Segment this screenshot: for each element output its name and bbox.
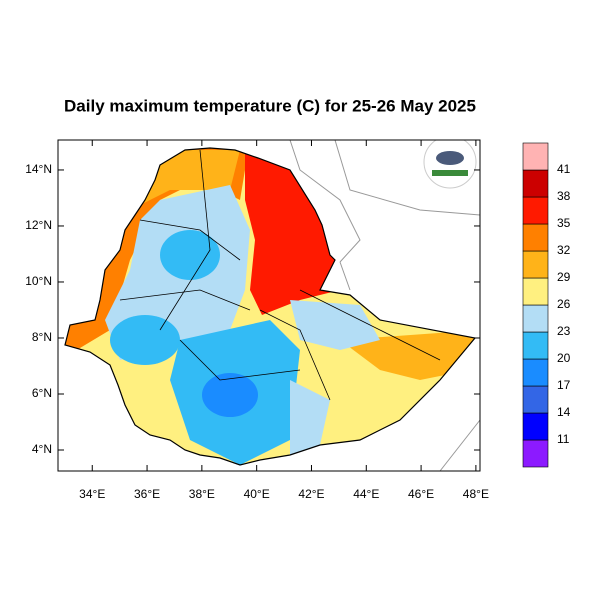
country-border — [64, 147, 477, 466]
colorbar-box — [522, 385, 549, 414]
colorbar-label: 38 — [557, 189, 571, 203]
field-23c — [290, 380, 330, 455]
colorbar-box — [522, 331, 549, 360]
y-tick-label: 10°N — [25, 274, 52, 288]
x-tick-label: 48°E — [463, 487, 489, 501]
field-20b — [110, 315, 180, 365]
x-tick-label: 44°E — [353, 487, 379, 501]
admin-borders — [119, 149, 441, 401]
x-tick-label: 36°E — [134, 487, 160, 501]
colorbar-label: 23 — [557, 324, 571, 338]
field-20 — [160, 230, 220, 280]
logo-ground — [432, 170, 468, 176]
colorbar-label: 32 — [557, 243, 571, 257]
colorbar-label: 17 — [557, 378, 571, 392]
field-17 — [202, 373, 258, 417]
colorbar-box — [522, 412, 549, 441]
x-tick-label: 42°E — [298, 487, 324, 501]
colorbar-box — [522, 142, 549, 171]
field-29c — [340, 330, 475, 380]
neighbor-borders — [289, 140, 480, 471]
colorbar-label: 35 — [557, 216, 571, 230]
x-tick-label: 38°E — [189, 487, 215, 501]
colorbar-box — [522, 277, 549, 306]
x-tick-label: 34°E — [79, 487, 105, 501]
colorbar-label: 26 — [557, 297, 571, 311]
colorbar-box — [522, 304, 549, 333]
colorbar-box — [522, 439, 549, 468]
colorbar-label: 14 — [557, 405, 571, 419]
colorbar-box — [522, 358, 549, 387]
colorbar-box — [522, 196, 549, 225]
y-tick-label: 14°N — [25, 162, 52, 176]
y-tick-label: 6°N — [32, 386, 52, 400]
y-tick-label: 4°N — [32, 442, 52, 456]
y-tick-label: 8°N — [32, 330, 52, 344]
x-tick-label: 40°E — [244, 487, 270, 501]
colorbar-box — [522, 169, 549, 198]
temperature-field — [65, 148, 475, 465]
colorbar-label: 41 — [557, 162, 571, 176]
field-23b — [290, 300, 380, 350]
x-tick-label: 46°E — [408, 487, 434, 501]
colorbar-label: 29 — [557, 270, 571, 284]
colorbar-box — [522, 250, 549, 279]
map-title: Daily maximum temperature (C) for 25-26 … — [64, 96, 476, 115]
colorbar-label: 20 — [557, 351, 571, 365]
y-tick-label: 12°N — [25, 218, 52, 232]
colorbar-box — [522, 223, 549, 252]
map-frame — [57, 139, 481, 472]
logo-cloud — [436, 151, 464, 165]
map-area — [64, 140, 480, 471]
colorbar-label: 11 — [557, 432, 570, 446]
